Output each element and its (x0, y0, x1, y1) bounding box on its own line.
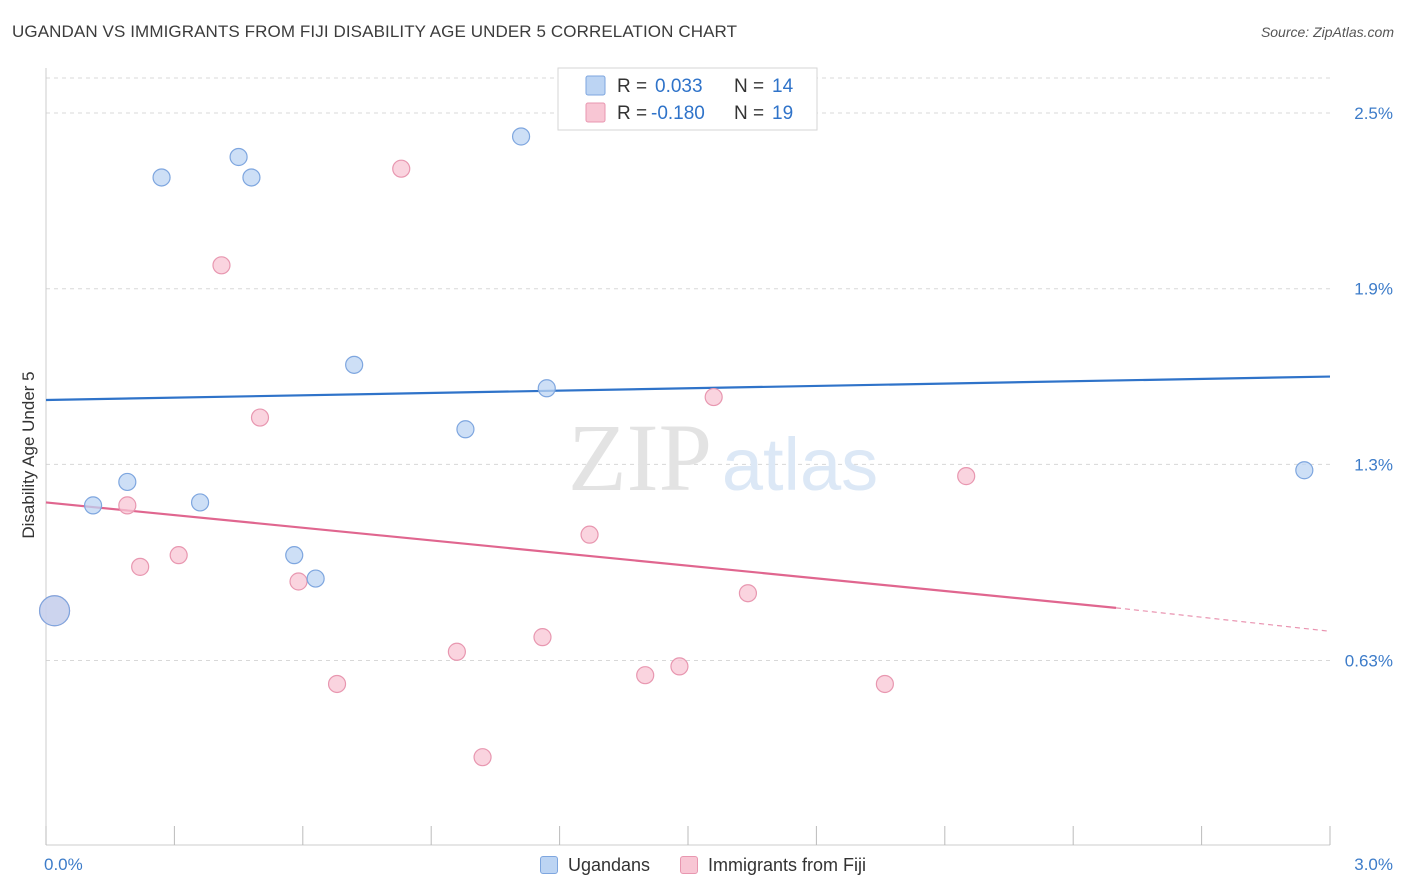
point-ugandans (345, 355, 364, 374)
legend-r-value-ugandans: 0.033 (655, 76, 703, 97)
point-fiji (580, 525, 599, 544)
point-fiji (289, 572, 308, 591)
legend-r-value-fiji: -0.180 (651, 103, 705, 124)
legend-label-ugandans: Ugandans (567, 854, 651, 875)
watermark-zip: ZIP (568, 404, 712, 511)
legend-swatch-fiji (680, 856, 699, 874)
legend-n-label: N = (734, 76, 764, 97)
watermark-atlas: atlas (722, 423, 878, 506)
legend-n-value-ugandans: 14 (772, 76, 794, 97)
legend-label-fiji: Immigrants from Fiji (708, 854, 867, 875)
legend-n-value-fiji: 19 (772, 103, 793, 124)
series-legend: Ugandans Immigrants from Fiji (0, 850, 1406, 880)
point-fiji (447, 642, 466, 661)
legend-item-fiji: Immigrants from Fiji (680, 855, 866, 876)
point-ugandans (537, 379, 556, 398)
x-tick-label: 3.0% (1354, 855, 1393, 874)
point-fiji (327, 674, 347, 694)
y-tick-label: 0.63% (1345, 652, 1393, 671)
legend-swatch-ugandans (585, 75, 606, 96)
point-ugandans (1295, 461, 1314, 480)
point-ugandans (190, 493, 210, 512)
trend-line-ugandans (45, 375, 1331, 402)
legend-item-ugandans: Ugandans (539, 854, 651, 876)
point-ugandans (83, 496, 103, 515)
point-ugandans (229, 147, 248, 167)
legend-swatch-ugandans (539, 856, 558, 874)
legend-n-label: N = (734, 103, 764, 124)
y-tick-labels: 0.63% 1.3% 1.9% 2.5% (1345, 104, 1393, 670)
trend-line-fiji-extension (1115, 607, 1331, 632)
point-fiji (738, 584, 758, 603)
point-fiji (957, 467, 976, 486)
chart-title: UGANDAN VS IMMIGRANTS FROM FIJI DISABILI… (12, 22, 738, 41)
point-fiji (212, 256, 231, 275)
point-ugandans (242, 168, 261, 187)
point-ugandans (456, 420, 475, 439)
point-fiji (392, 159, 411, 178)
point-ugandans (152, 168, 171, 187)
x-tick-labels: 0.0% 3.0% (44, 855, 1393, 874)
legend-swatch-fiji (585, 102, 606, 123)
point-fiji (875, 674, 894, 694)
point-fiji (250, 408, 270, 427)
axes (45, 68, 1331, 846)
legend-r-label: R = (617, 76, 647, 97)
point-fiji (533, 628, 552, 647)
point-fiji (670, 657, 689, 676)
point-fiji (131, 557, 150, 576)
point-fiji (473, 748, 492, 767)
point-fiji (636, 666, 655, 685)
point-ugandans (285, 546, 304, 565)
data-points (38, 127, 1314, 767)
point-fiji (704, 387, 723, 407)
point-fiji (169, 546, 188, 565)
legend-r-label: R = (617, 103, 647, 124)
y-tick-label: 1.9% (1354, 280, 1393, 299)
point-ugandans (306, 569, 325, 588)
trend-lines (45, 375, 1331, 632)
y-axis-label: Disability Age Under 5 (19, 371, 38, 538)
point-ugandans (118, 472, 137, 492)
point-fiji (118, 496, 137, 515)
correlation-legend: R = 0.033 N = 14 R = -0.180 N = 19 (557, 67, 818, 131)
point-ugandans (511, 127, 531, 146)
y-tick-label: 1.3% (1354, 455, 1393, 474)
x-tick-label: 0.0% (44, 855, 83, 874)
y-tick-label: 2.5% (1354, 104, 1393, 123)
point-ugandans (38, 595, 71, 627)
source-credit: Source: ZipAtlas.com (1260, 24, 1394, 40)
trend-line-fiji (45, 501, 1117, 609)
